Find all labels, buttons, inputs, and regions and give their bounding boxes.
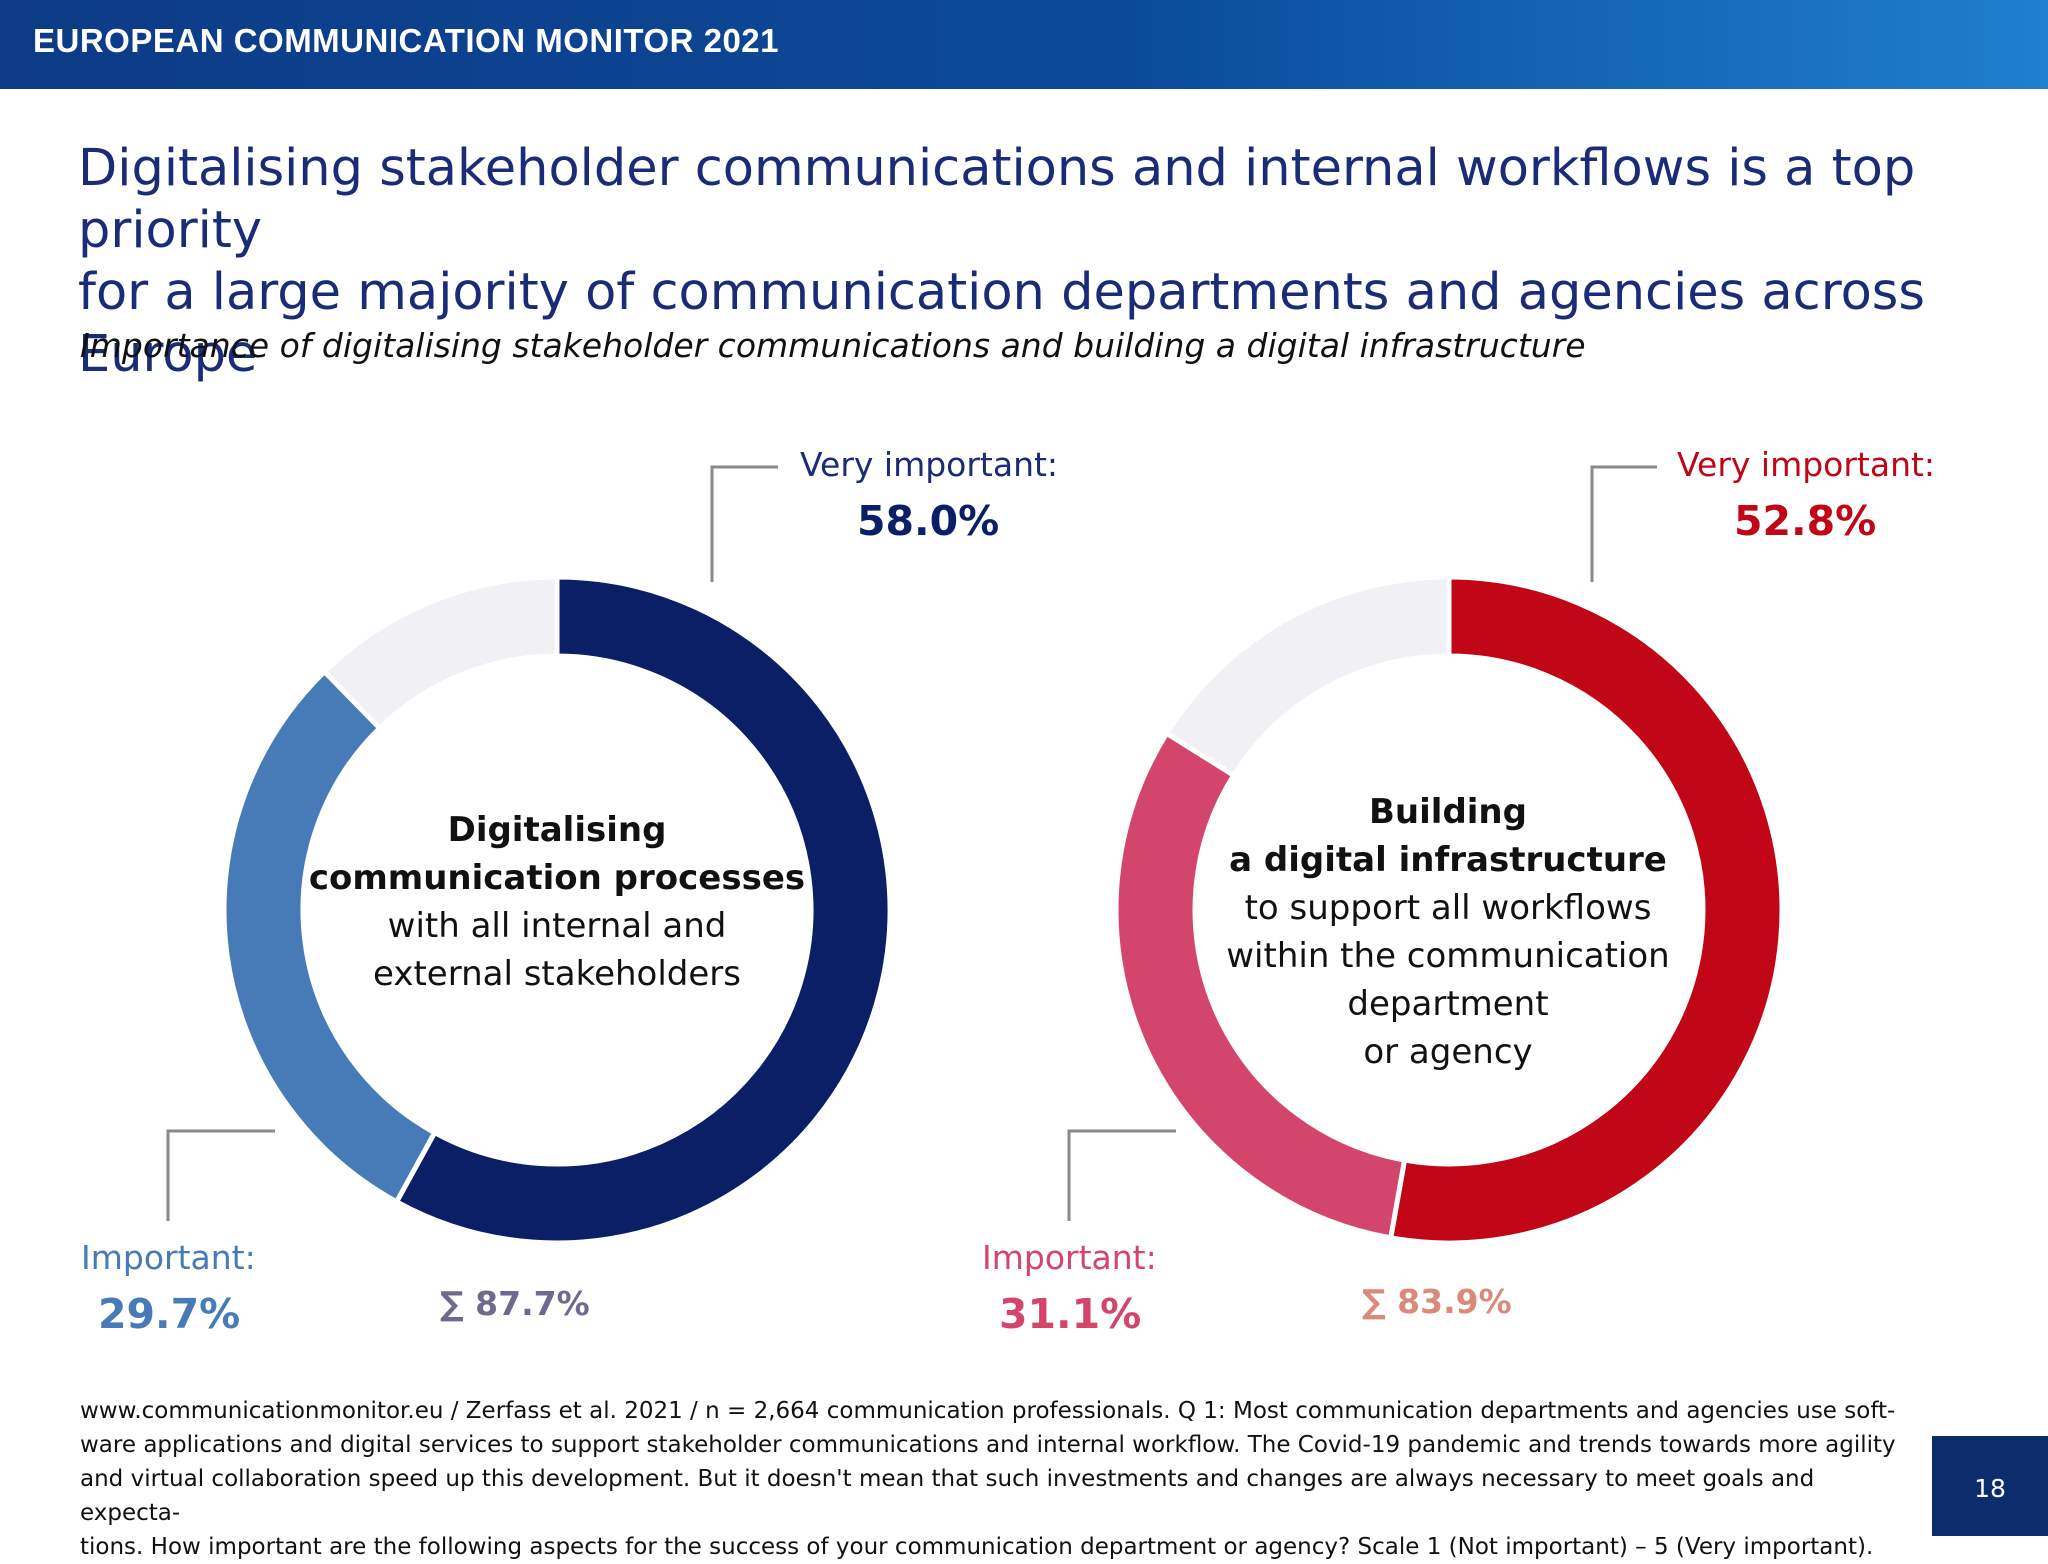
page-number-box: 18	[1932, 1436, 2048, 1536]
page-number: 18	[1974, 1474, 2006, 1503]
slice-very-important-2	[1387, 574, 1785, 1246]
label-very-important-1: Very important:	[800, 445, 1059, 484]
leader-line-very-important-1	[710, 465, 778, 582]
sum-total-2: ∑ 83.9%	[1362, 1282, 1512, 1321]
sum-total-1: ∑ 87.7%	[440, 1284, 590, 1323]
label-very-important-2: Very important:	[1677, 445, 1936, 484]
center-2-bold-line-2: a digital infrastructure	[1229, 840, 1667, 880]
page-headline: Digitalising stakeholder communications …	[78, 138, 1998, 386]
footer-line-2: ware applications and digital services t…	[80, 1432, 1896, 1458]
donut-center-label-1: Digitalising communication processes wit…	[300, 806, 814, 998]
center-1-line-4: external stakeholders	[373, 954, 741, 994]
footer-line-4: tions. How important are the following a…	[80, 1534, 1874, 1560]
slice-important-1	[221, 668, 439, 1206]
value-very-important-1: 58.0%	[857, 497, 1000, 545]
center-1-line-3: with all internal and	[387, 906, 727, 946]
center-1-bold-line-1: Digitalising	[447, 810, 667, 850]
leader-line-very-important-2	[1590, 465, 1657, 582]
slice-important-2	[1113, 729, 1408, 1241]
value-important-1: 29.7%	[98, 1290, 241, 1338]
center-1-bold-line-2: communication processes	[308, 858, 806, 898]
headline-line-1: Digitalising stakeholder communications …	[78, 139, 1916, 260]
slice-very-important-1	[393, 574, 893, 1246]
header-title: EUROPEAN COMMUNICATION MONITOR 2021	[33, 22, 780, 59]
leader-line-important-1	[166, 1129, 275, 1221]
donut-chart-digitalising	[221, 574, 893, 1246]
center-2-line-3: to support all workflows	[1244, 888, 1652, 928]
value-important-2: 31.1%	[999, 1290, 1142, 1338]
label-important-2: Important:	[982, 1238, 1157, 1277]
donut-chart-infrastructure	[1113, 574, 1785, 1246]
chart-subtitle: Importance of digitalising stakeholder c…	[80, 326, 1586, 365]
donut-center-label-2: Building a digital infrastructure to sup…	[1185, 788, 1711, 1076]
center-2-bold-line-1: Building	[1369, 792, 1527, 832]
value-very-important-2: 52.8%	[1734, 497, 1877, 545]
footer-note: www.communicationmonitor.eu / Zerfass et…	[80, 1394, 1910, 1564]
header-bar: EUROPEAN COMMUNICATION MONITOR 2021	[0, 0, 2048, 89]
footer-line-3: and virtual collaboration speed up this …	[80, 1466, 1815, 1526]
center-2-line-5: department	[1347, 984, 1549, 1024]
center-2-line-6: or agency	[1363, 1032, 1533, 1072]
slice-remainder-2	[1163, 574, 1452, 779]
slice-remainder-1	[320, 574, 560, 732]
leader-line-important-2	[1067, 1129, 1176, 1221]
label-important-1: Important:	[81, 1238, 256, 1277]
headline-line-2: for a large majority of communication de…	[78, 263, 1925, 384]
footer-line-1: www.communicationmonitor.eu / Zerfass et…	[80, 1398, 1896, 1424]
center-2-line-4: within the communication	[1226, 936, 1670, 976]
